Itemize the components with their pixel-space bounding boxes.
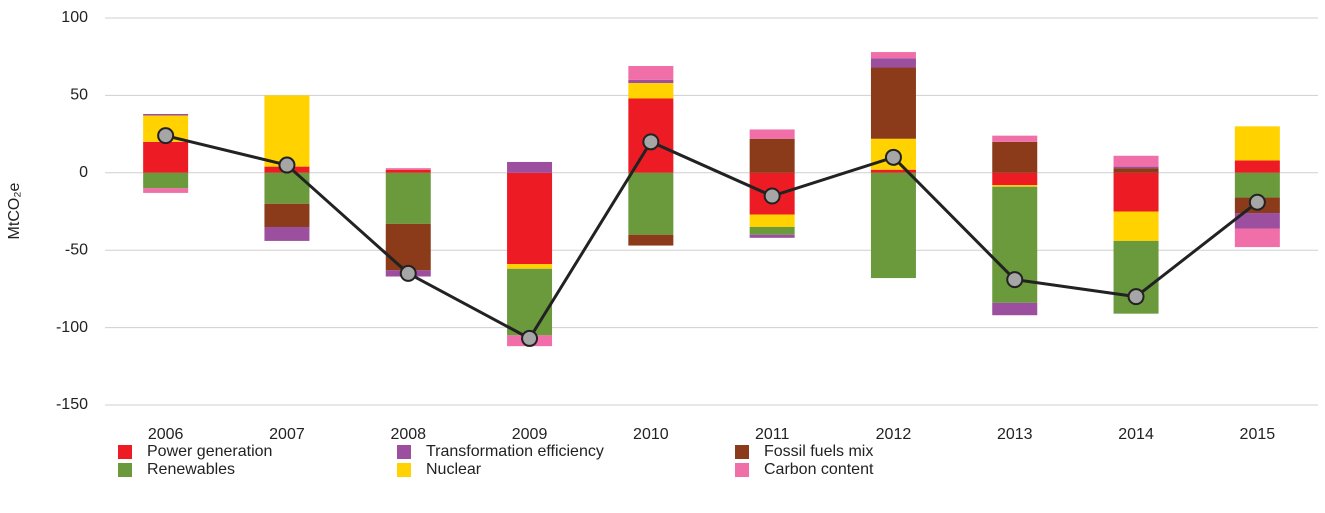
- bar-segment: [870, 58, 916, 68]
- bar-segment: [385, 169, 431, 173]
- bar-segment: [1113, 211, 1159, 241]
- bar-segment: [992, 172, 1038, 186]
- legend-label: Transformation efficiency: [426, 443, 604, 460]
- legend-label: Carbon content: [764, 461, 874, 478]
- bar-segment: [870, 67, 916, 139]
- x-tick-label: 2010: [633, 426, 669, 443]
- x-tick-label: 2013: [997, 426, 1033, 443]
- bar-segment: [264, 203, 310, 227]
- bar-segment: [507, 264, 553, 269]
- bar-segment: [385, 172, 431, 224]
- x-tick-label: 2006: [148, 426, 184, 443]
- x-tick-label: 2011: [755, 426, 790, 443]
- bar-segment: [749, 138, 795, 173]
- bar-segment: [143, 141, 189, 173]
- bar-segment: [143, 172, 189, 189]
- bar-segment: [749, 226, 795, 235]
- bar-segment: [1113, 168, 1159, 173]
- bar-segment: [1113, 172, 1159, 212]
- bar-segment: [1234, 213, 1280, 229]
- legend-label: Power generation: [147, 443, 272, 460]
- total-marker: [399, 264, 417, 282]
- total-marker: [642, 133, 660, 151]
- bar-segment: [628, 172, 674, 235]
- total-marker: [763, 187, 781, 205]
- x-tick-label: 2015: [1240, 426, 1276, 443]
- bar-segment: [992, 185, 1038, 187]
- bar-segment: [143, 188, 189, 193]
- bar-segment: [992, 302, 1038, 316]
- bar-segment: [992, 135, 1038, 142]
- legend-label: Fossil fuels mix: [764, 443, 873, 460]
- total-marker: [1248, 193, 1266, 211]
- total-marker: [1006, 271, 1024, 289]
- x-tick-label: 2012: [876, 426, 912, 443]
- legend-swatch: [118, 445, 132, 459]
- y-tick-label: 0: [79, 164, 88, 181]
- bar-segment: [749, 234, 795, 238]
- legend-swatch: [118, 463, 132, 477]
- y-tick-label: 50: [70, 87, 88, 104]
- bar-segment: [507, 161, 553, 173]
- bar-segment: [1234, 172, 1280, 198]
- legend-swatch: [735, 463, 749, 477]
- bar-segment: [628, 83, 674, 99]
- total-marker: [278, 156, 296, 174]
- legend-swatch: [735, 445, 749, 459]
- legend-label: Nuclear: [426, 461, 482, 478]
- bar-segment: [1113, 166, 1159, 169]
- x-tick-label: 2014: [1118, 426, 1154, 443]
- bar-segment: [992, 141, 1038, 173]
- bar-segment: [870, 172, 916, 279]
- y-tick-label: -150: [56, 396, 88, 413]
- x-tick-label: 2009: [512, 426, 548, 443]
- bar-segment: [1234, 228, 1280, 248]
- x-tick-label: 2007: [269, 426, 305, 443]
- y-tick-label: -100: [56, 319, 88, 336]
- bar-segment: [385, 168, 431, 170]
- legend-swatch: [397, 445, 411, 459]
- bar-segment: [1113, 155, 1159, 167]
- bar-segment: [870, 169, 916, 173]
- y-tick-label: -50: [65, 241, 88, 258]
- total-line: [165, 134, 1259, 341]
- legend-swatch: [397, 463, 411, 477]
- bar-segment: [749, 129, 795, 139]
- bar-segment: [1234, 160, 1280, 173]
- total-marker: [1127, 288, 1145, 306]
- bar-segment: [143, 113, 189, 116]
- bar-segment: [385, 223, 431, 271]
- y-axis-title: MtCO₂e: [6, 182, 23, 239]
- bar-segment: [628, 79, 674, 84]
- total-marker: [884, 148, 902, 166]
- legend-label: Renewables: [147, 461, 235, 478]
- bar-segment: [628, 234, 674, 246]
- bar-segment: [628, 65, 674, 80]
- bar-segment: [507, 268, 553, 336]
- bar-segment: [507, 172, 553, 265]
- bar-segment: [749, 214, 795, 227]
- bar-segment: [870, 52, 916, 59]
- bar-segment: [1234, 126, 1280, 161]
- total-marker: [157, 127, 175, 145]
- total-marker: [521, 329, 539, 347]
- x-tick-label: 2008: [390, 426, 426, 443]
- bar-segment: [264, 95, 310, 167]
- bar-segment: [264, 226, 310, 241]
- y-tick-label: 100: [61, 9, 88, 26]
